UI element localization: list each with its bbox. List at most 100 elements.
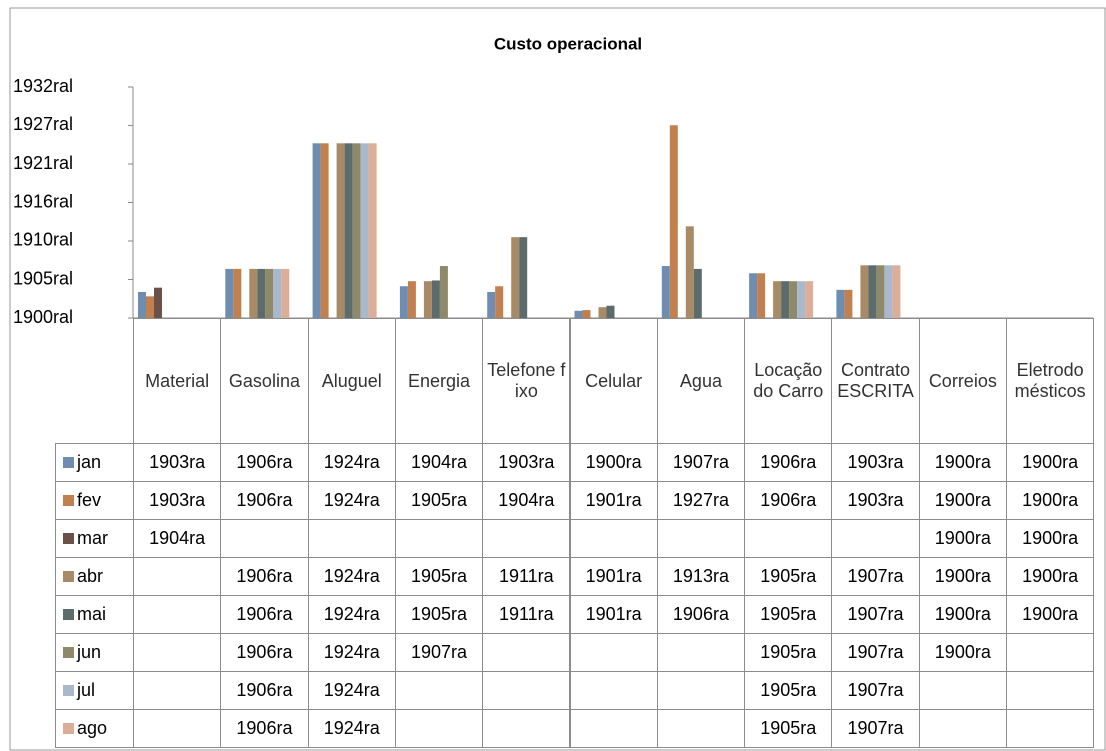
bar bbox=[797, 281, 806, 318]
bar bbox=[439, 266, 448, 318]
table-cell bbox=[133, 671, 222, 710]
table-cell: 1911ra bbox=[482, 557, 571, 596]
table-cell bbox=[307, 519, 396, 558]
table-cell bbox=[744, 519, 833, 558]
table-cell bbox=[1006, 671, 1095, 710]
legend-label: jun bbox=[77, 642, 102, 662]
table-cell: 1900ra bbox=[918, 481, 1007, 520]
bar bbox=[249, 268, 258, 318]
legend-label: abr bbox=[77, 566, 104, 586]
y-tick-label: 1905ral bbox=[13, 268, 73, 288]
table-cell bbox=[656, 709, 746, 748]
table-cell: 1900ra bbox=[918, 595, 1007, 634]
bar bbox=[693, 268, 702, 318]
table-cell: 1900ra bbox=[918, 557, 1007, 596]
category-header: Gasolina bbox=[220, 318, 309, 444]
bar bbox=[749, 273, 758, 318]
table-cell: 1905ra bbox=[744, 557, 833, 596]
legend-entry: ago bbox=[55, 709, 134, 748]
table-cell: 1907ra bbox=[656, 443, 746, 482]
table-cell: 1901ra bbox=[569, 557, 658, 596]
table-cell bbox=[133, 557, 222, 596]
category-header: Correios bbox=[918, 318, 1007, 444]
legend-swatch bbox=[63, 609, 74, 620]
table-cell: 1903ra bbox=[831, 443, 920, 482]
table-cell: 1905ra bbox=[394, 557, 484, 596]
table-cell bbox=[394, 519, 484, 558]
table-cell bbox=[133, 633, 222, 672]
table-cell bbox=[394, 709, 484, 748]
table-cell bbox=[133, 595, 222, 634]
table-cell: 1913ra bbox=[656, 557, 746, 596]
category-header: Contrato ESCRITA bbox=[831, 318, 920, 444]
bar bbox=[257, 268, 266, 318]
bar bbox=[661, 266, 670, 318]
table-cell: 1924ra bbox=[307, 443, 396, 482]
table-cell: 1900ra bbox=[918, 443, 1007, 482]
table-cell bbox=[482, 709, 571, 748]
table-cell: 1905ra bbox=[394, 481, 484, 520]
bar bbox=[789, 281, 798, 318]
legend-swatch bbox=[63, 495, 74, 506]
table-cell: 1906ra bbox=[220, 709, 309, 748]
table-cell bbox=[482, 519, 571, 558]
bar bbox=[598, 307, 607, 318]
legend-swatch bbox=[63, 571, 74, 582]
table-cell: 1924ra bbox=[307, 481, 396, 520]
table-cell: 1905ra bbox=[744, 633, 833, 672]
bar bbox=[511, 237, 520, 318]
table-cell: 1903ra bbox=[133, 443, 222, 482]
table-cell: 1906ra bbox=[220, 671, 309, 710]
bar bbox=[352, 143, 361, 318]
table-cell bbox=[220, 519, 309, 558]
bar bbox=[606, 305, 615, 318]
bar bbox=[892, 265, 901, 318]
table-cell: 1900ra bbox=[1006, 519, 1095, 558]
table-cell bbox=[831, 519, 920, 558]
y-tick-label: 1910ral bbox=[13, 230, 73, 250]
table-cell: 1903ra bbox=[831, 481, 920, 520]
y-tick-label: 1921ral bbox=[13, 153, 73, 173]
bar bbox=[757, 273, 766, 318]
table-cell: 1900ra bbox=[569, 443, 658, 482]
category-header: Agua bbox=[656, 318, 746, 444]
legend-entry: mai bbox=[55, 595, 134, 634]
bar bbox=[574, 310, 583, 318]
table-cell: 1907ra bbox=[831, 671, 920, 710]
table-cell bbox=[1006, 709, 1095, 748]
table-cell: 1927ra bbox=[656, 481, 746, 520]
bar bbox=[281, 268, 290, 318]
bar bbox=[336, 143, 345, 318]
bar bbox=[265, 268, 274, 318]
table-cell: 1911ra bbox=[482, 595, 571, 634]
table-cell: 1901ra bbox=[569, 481, 658, 520]
legend-label: mar bbox=[77, 528, 108, 548]
category-header: Locação do Carro bbox=[744, 318, 833, 444]
bar bbox=[273, 268, 282, 318]
table-cell: 1900ra bbox=[1006, 443, 1095, 482]
table-cell: 1906ra bbox=[744, 443, 833, 482]
y-tick-label: 1916ral bbox=[13, 191, 73, 211]
table-cell: 1907ra bbox=[831, 633, 920, 672]
bar bbox=[487, 292, 496, 318]
category-header: Energia bbox=[394, 318, 484, 444]
bar bbox=[773, 281, 782, 318]
table-cell: 1906ra bbox=[220, 595, 309, 634]
table-cell bbox=[569, 709, 658, 748]
table-cell: 1905ra bbox=[744, 671, 833, 710]
table-cell: 1901ra bbox=[569, 595, 658, 634]
bar bbox=[685, 226, 694, 318]
category-header: Eletrodomésticos bbox=[1006, 318, 1095, 444]
y-tick-label: 1932ral bbox=[13, 76, 73, 96]
legend-swatch bbox=[63, 723, 74, 734]
table-cell: 1905ra bbox=[394, 595, 484, 634]
bar bbox=[344, 143, 353, 318]
legend-label: jul bbox=[77, 680, 96, 700]
legend-label: fev bbox=[77, 490, 102, 510]
table-cell bbox=[569, 671, 658, 710]
table-cell: 1900ra bbox=[918, 519, 1007, 558]
table-cell bbox=[394, 671, 484, 710]
table-cell: 1906ra bbox=[656, 595, 746, 634]
table-cell: 1903ra bbox=[482, 443, 571, 482]
legend-label: ago bbox=[77, 718, 108, 738]
